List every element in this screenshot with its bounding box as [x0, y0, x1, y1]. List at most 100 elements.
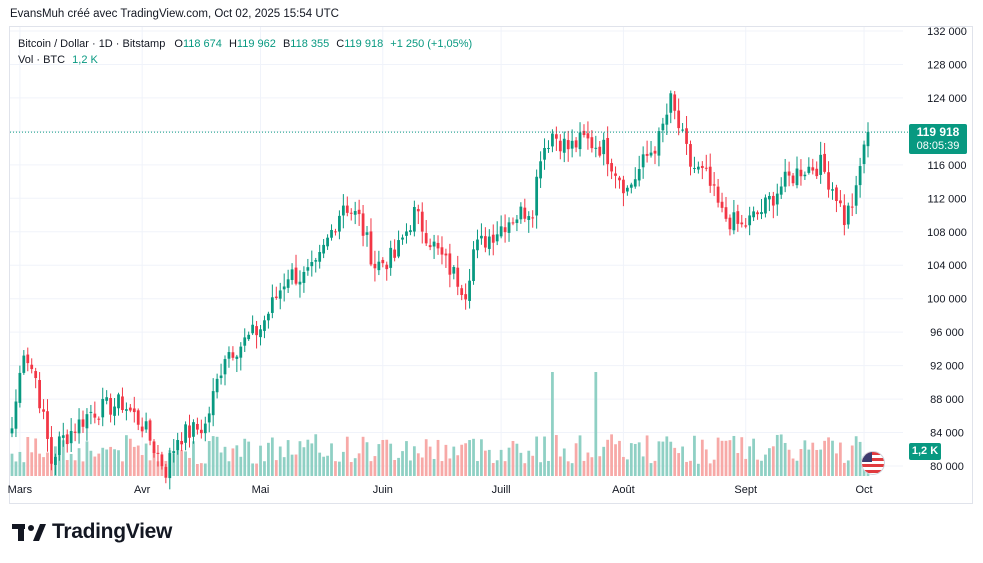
candle-body	[278, 290, 282, 299]
volume-bar	[677, 453, 681, 476]
candle-body	[614, 173, 617, 176]
y-tick-label: 84 000	[930, 428, 964, 440]
candle-body	[610, 163, 613, 172]
candle-body	[440, 247, 444, 255]
volume-bar	[831, 440, 834, 476]
volume-bar	[22, 462, 26, 476]
volume-bar	[598, 456, 602, 476]
candle-body	[243, 337, 247, 346]
candles	[10, 90, 870, 490]
candle-body	[101, 398, 105, 418]
candle-body	[850, 206, 854, 208]
candle-body	[448, 253, 452, 275]
candle-body	[574, 140, 578, 148]
volume-bar	[775, 434, 779, 476]
candle-body	[148, 420, 152, 441]
x-tick-label: Juin	[373, 484, 393, 496]
candle-body	[341, 205, 345, 216]
candle-body	[338, 215, 341, 232]
volume-bar	[180, 450, 184, 476]
candle-body	[85, 414, 89, 429]
volume-bar	[787, 449, 791, 476]
candle-body	[566, 140, 570, 150]
volume-bar	[223, 446, 227, 476]
volume-bar	[101, 447, 105, 476]
volume-bar	[527, 450, 531, 476]
volume-bar	[109, 446, 112, 476]
candle-body	[412, 206, 416, 232]
candle-body	[527, 216, 531, 220]
volume-bar	[409, 460, 412, 476]
volume-bar	[353, 458, 357, 476]
chart-frame[interactable]	[9, 26, 973, 504]
candle-body	[831, 189, 834, 191]
volume-bar	[132, 446, 136, 476]
candle-body	[554, 134, 558, 139]
volume-bar	[712, 459, 716, 476]
candle-body	[326, 237, 329, 247]
tradingview-logo[interactable]: TradingView	[12, 520, 172, 544]
volume-bar	[795, 460, 799, 476]
volume-bar	[73, 460, 77, 476]
y-tick-label: 128 000	[927, 59, 967, 71]
volume-bar	[499, 449, 503, 476]
candle-body	[499, 226, 503, 237]
y-tick-label: 88 000	[930, 394, 964, 406]
candle-body	[219, 375, 223, 379]
volume-bar	[38, 453, 41, 476]
volume-bar	[377, 444, 381, 476]
candle-body	[558, 140, 562, 152]
candle-body	[803, 174, 807, 177]
volume-bar	[369, 461, 373, 476]
volume-bar	[334, 461, 337, 476]
candle-body	[764, 197, 767, 214]
candle-body	[724, 207, 728, 219]
candle-body	[811, 167, 815, 171]
candle-body	[696, 166, 700, 170]
volume-bar	[125, 435, 128, 476]
candle-body	[302, 271, 306, 283]
candle-body	[286, 279, 290, 288]
y-tick-label: 104 000	[927, 260, 967, 272]
volume-bar	[148, 460, 152, 476]
chart-legend: Bitcoin / Dollar · 1D · Bitstamp O118 67…	[18, 36, 472, 68]
volume-bar	[30, 452, 34, 476]
candle-body	[519, 206, 523, 220]
volume-bar	[645, 435, 649, 476]
volume-bar	[42, 457, 45, 476]
volume-bar	[842, 462, 846, 476]
candle-body	[377, 261, 381, 271]
volume-bar	[85, 441, 89, 476]
volume-bar	[827, 437, 830, 476]
volume-bar	[606, 439, 610, 476]
candle-body	[795, 168, 799, 186]
y-tick-label: 112 000	[928, 193, 967, 205]
candle-body	[373, 263, 377, 269]
candle-body	[657, 131, 661, 156]
volume-bar	[708, 463, 712, 476]
volume-bar	[207, 441, 211, 476]
volume-bar	[724, 440, 728, 476]
volume-bar	[34, 438, 38, 476]
candle-body	[416, 209, 420, 212]
volume-bar	[622, 456, 625, 476]
candle-body	[393, 249, 397, 258]
volume-bar	[685, 461, 688, 476]
volume-bar	[649, 463, 653, 476]
candle-body	[97, 418, 101, 420]
candle-body	[93, 413, 97, 418]
candle-body	[523, 207, 527, 219]
volume-bar	[385, 439, 389, 476]
candle-body	[156, 452, 160, 454]
candle-body	[164, 466, 168, 478]
volume-bar	[436, 439, 440, 476]
volume-bar	[393, 459, 397, 476]
volume-bar	[657, 441, 661, 476]
legend-close-label: C	[336, 38, 345, 50]
flag-icon[interactable]	[861, 451, 885, 475]
volume-bar	[669, 441, 673, 476]
candle-body	[547, 147, 550, 149]
y-tick-label: 96 000	[930, 327, 964, 339]
volume-bar	[696, 463, 700, 476]
